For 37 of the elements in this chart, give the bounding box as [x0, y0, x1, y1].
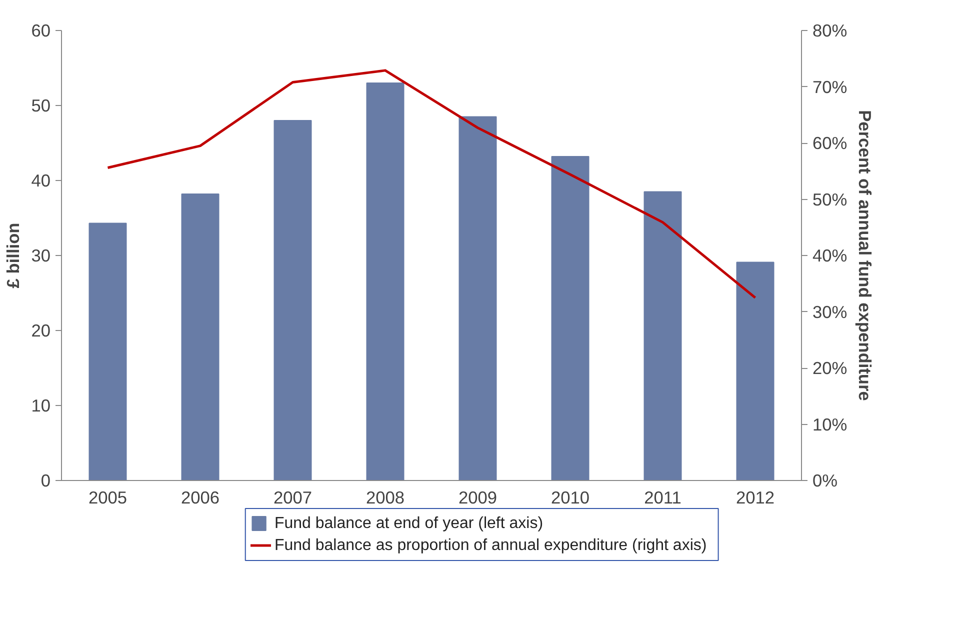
x-tick-label: 2008 [366, 488, 405, 508]
x-tick-label: 2009 [458, 488, 498, 508]
bar [181, 194, 220, 480]
y2-tick-label: 30% [812, 302, 848, 322]
y2-tick-label: 10% [812, 414, 848, 434]
y-axis-title: £ billion [3, 222, 24, 288]
y2-tick-label: 80% [812, 20, 848, 40]
y2-tick-label: 40% [812, 246, 848, 266]
bar [366, 82, 404, 480]
y2-tick-label: 70% [812, 76, 848, 97]
x-tick-label: 2012 [736, 488, 775, 508]
y2-axis-title: Percent of annual fund expenditure [855, 110, 876, 402]
y-tick-label: 20 [31, 320, 51, 340]
x-tick-label: 2011 [644, 488, 682, 508]
y2-tick-label: 50% [812, 189, 848, 210]
x-tick-label: 2010 [550, 488, 590, 508]
y2-tick-label: 60% [812, 133, 848, 153]
x-tick-label: 2006 [180, 488, 220, 508]
line-series [106, 69, 756, 299]
bar [551, 156, 590, 480]
y-tick-label: 40 [31, 170, 51, 190]
y-tick-label: 0 [40, 470, 51, 490]
y-tick-label: 50 [31, 96, 51, 116]
legend-label: Fund balance at end of year (left axis) [274, 515, 544, 532]
y-tick-label: 10 [31, 396, 51, 416]
bar [88, 222, 127, 480]
y-tick-label: 30 [31, 246, 51, 266]
y2-tick-label: 0% [812, 470, 838, 490]
bar [458, 116, 497, 480]
legend-label: Fund balance as proportion of annual expenditure (right axis) [274, 537, 707, 554]
y2-tick-label: 20% [812, 358, 848, 378]
bar [644, 191, 682, 480]
y-tick-label: 60 [31, 20, 51, 40]
bar [736, 262, 774, 480]
x-tick-label: 2005 [88, 488, 128, 508]
bar [274, 120, 312, 480]
x-tick-label: 2007 [273, 488, 312, 508]
